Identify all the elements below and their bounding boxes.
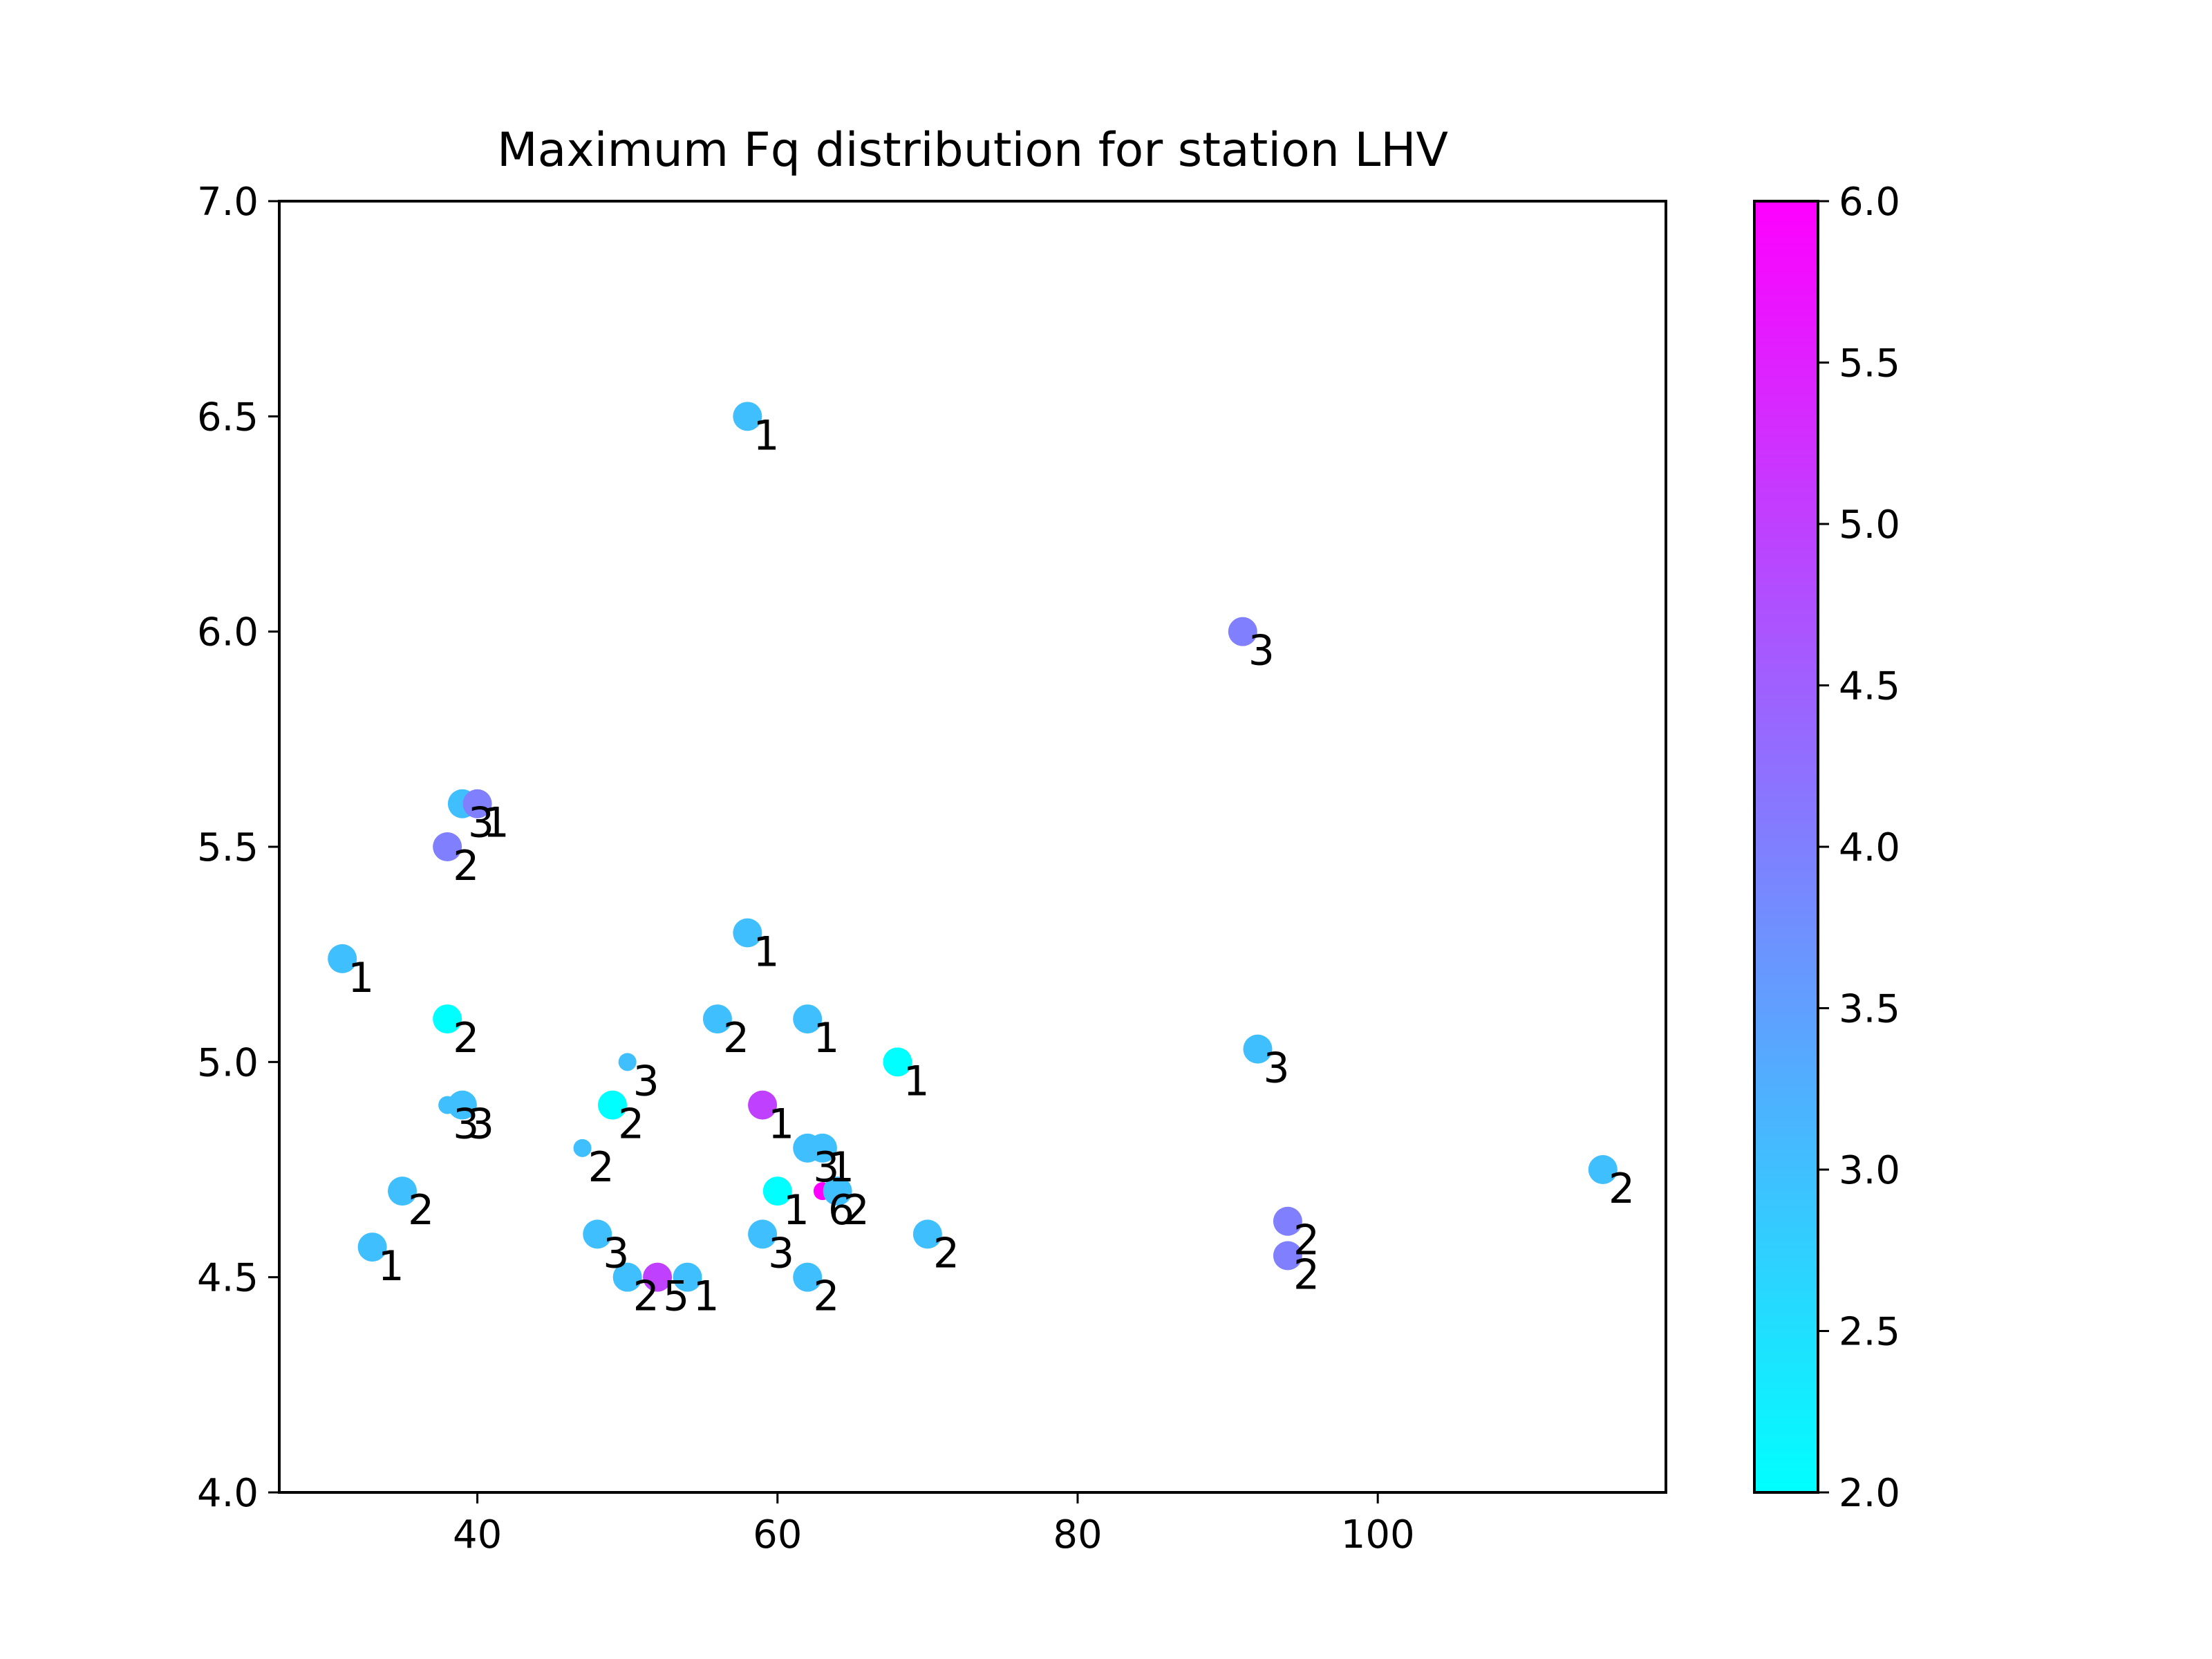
y-tick-label: 7.0 <box>197 180 259 225</box>
scatter-point <box>762 1177 792 1206</box>
point-label: 2 <box>933 1229 959 1277</box>
scatter-point <box>462 789 492 818</box>
point-label: 1 <box>348 954 374 1002</box>
colorbar-tick-label: 4.0 <box>1839 825 1900 870</box>
point-label: 2 <box>1293 1217 1320 1265</box>
scatter-point <box>618 1053 637 1071</box>
point-label: 2 <box>408 1186 434 1235</box>
colorbar <box>1753 200 1819 1494</box>
y-tick-label: 4.5 <box>197 1256 259 1301</box>
point-label: 3 <box>1248 627 1275 675</box>
scatter-point <box>583 1219 612 1249</box>
scatter-point <box>328 944 357 973</box>
scatter-point <box>793 1262 823 1292</box>
scatter-point <box>357 1232 387 1262</box>
scatter-point <box>733 402 762 431</box>
scatter-point <box>573 1138 592 1157</box>
chart-title: Maximum Fq distribution for station LHV <box>497 123 1448 178</box>
scatter-point <box>702 1004 732 1034</box>
y-tick-label: 5.0 <box>197 1040 259 1085</box>
point-label: 1 <box>753 411 779 460</box>
scatter-point <box>912 1219 942 1249</box>
point-label: 6 <box>828 1186 854 1235</box>
point-label: 2 <box>813 1273 839 1321</box>
point-label: 1 <box>783 1186 809 1235</box>
y-tick-label: 5.5 <box>197 825 259 870</box>
point-label: 1 <box>768 1100 794 1149</box>
point-label: 1 <box>483 799 509 847</box>
colorbar-ticks: 2.0 2.5 3.0 3.5 4.0 4.5 5.0 5.5 6.0 <box>1818 180 1900 1516</box>
scatter-point <box>733 918 762 948</box>
point-label: 1 <box>828 1143 854 1192</box>
scatter-point <box>388 1177 418 1206</box>
point-label: 3 <box>468 1100 494 1149</box>
point-label: 3 <box>813 1143 839 1192</box>
x-tick-label: 100 <box>1341 1512 1415 1557</box>
y-tick-label: 6.5 <box>197 395 259 440</box>
scatter-point <box>597 1090 627 1120</box>
point-label: 2 <box>1293 1251 1320 1300</box>
plot-frame <box>278 200 1667 1494</box>
point-label: 1 <box>693 1273 720 1321</box>
point-label: 2 <box>843 1186 870 1235</box>
y-tick-label: 6.0 <box>197 610 259 655</box>
point-label: 3 <box>633 1057 659 1105</box>
point-label: 2 <box>453 842 479 890</box>
point-label: 3 <box>1263 1044 1289 1093</box>
scatter-point <box>807 1133 837 1163</box>
colorbar-tick-label: 3.0 <box>1839 1148 1900 1193</box>
point-label: 2 <box>453 1014 479 1062</box>
point-label: 3 <box>453 1100 479 1149</box>
scatter-point <box>1228 617 1257 646</box>
point-label: 2 <box>633 1273 659 1321</box>
colorbar-tick-label: 5.0 <box>1839 503 1900 547</box>
point-label: 1 <box>378 1242 404 1291</box>
scatter-point <box>612 1262 642 1292</box>
point-label: 2 <box>588 1143 615 1192</box>
scatter-point <box>1588 1155 1618 1184</box>
plot-ticks: 40 60 80 100 4.0 4.5 5.0 5.5 6.0 6.5 7.0 <box>197 180 1415 1557</box>
scatter-point <box>673 1262 702 1292</box>
point-label: 2 <box>723 1014 749 1062</box>
x-tick-label: 60 <box>753 1512 802 1557</box>
scatter-point <box>793 1004 823 1034</box>
y-tick-label: 4.0 <box>197 1471 259 1516</box>
point-label: 1 <box>903 1057 929 1105</box>
scatter-point <box>1273 1241 1302 1271</box>
scatter-point <box>447 1090 477 1120</box>
plot-points <box>328 402 1618 1292</box>
point-label: 1 <box>753 928 779 977</box>
colorbar-tick-label: 3.5 <box>1839 987 1900 1032</box>
point-label: 2 <box>618 1100 644 1149</box>
colorbar-tick-label: 5.5 <box>1839 341 1900 386</box>
point-label: 3 <box>603 1229 629 1277</box>
scatter-point <box>643 1262 673 1292</box>
scatter-point <box>748 1090 778 1120</box>
point-label: 1 <box>813 1014 839 1062</box>
colorbar-tick-label: 6.0 <box>1839 180 1900 225</box>
x-tick-label: 40 <box>453 1512 502 1557</box>
point-label: 5 <box>663 1273 689 1321</box>
scatter-point <box>1273 1206 1302 1236</box>
colorbar-tick-label: 4.5 <box>1839 664 1900 709</box>
scatter-point <box>748 1219 778 1249</box>
scatter-point <box>823 1177 852 1206</box>
colorbar-tick-label: 2.0 <box>1839 1471 1900 1516</box>
point-label: 3 <box>468 799 494 847</box>
scatter-point <box>1243 1034 1273 1064</box>
point-label: 3 <box>768 1229 794 1277</box>
scatter-point <box>883 1047 912 1077</box>
scatter-point <box>433 1004 462 1034</box>
point-label: 2 <box>1609 1165 1635 1213</box>
colorbar-tick-label: 2.5 <box>1839 1310 1900 1355</box>
x-tick-label: 80 <box>1053 1512 1102 1557</box>
scatter-point <box>433 832 462 861</box>
